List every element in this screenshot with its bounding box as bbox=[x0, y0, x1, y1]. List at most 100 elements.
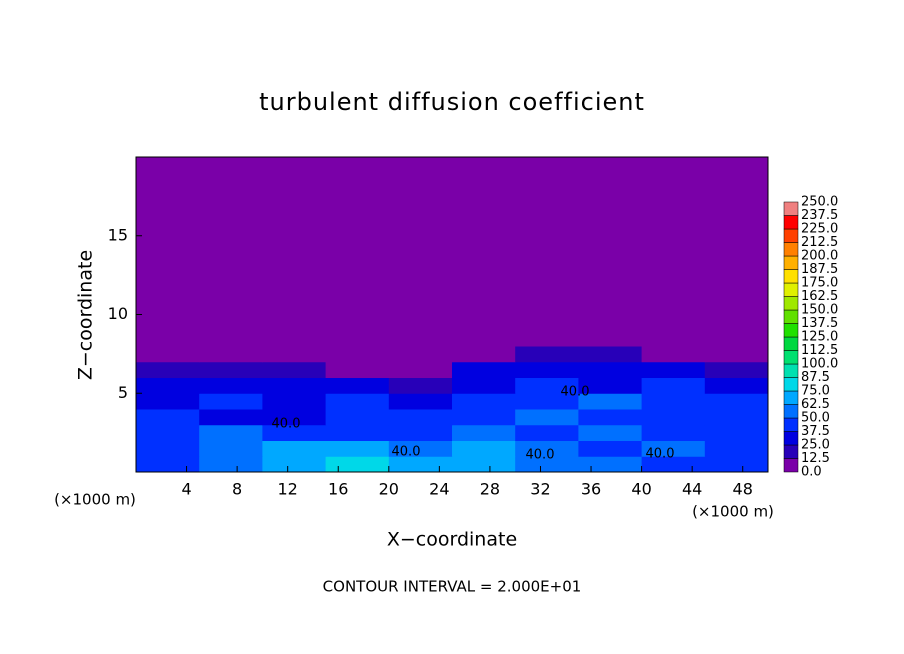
colorbar-band bbox=[783, 296, 799, 311]
colorbar-label: 237.5 bbox=[801, 208, 838, 223]
cell bbox=[388, 393, 453, 410]
cell bbox=[704, 440, 769, 457]
colorbar-band bbox=[783, 282, 799, 297]
cell bbox=[199, 377, 263, 394]
y-unit: (×1000 m) bbox=[54, 491, 136, 509]
cell bbox=[199, 361, 263, 378]
cell bbox=[515, 361, 579, 378]
colorbar-band bbox=[783, 431, 799, 446]
colorbar-band bbox=[783, 444, 799, 459]
colorbar-label: 175.0 bbox=[801, 276, 838, 291]
colorbar-label: 212.5 bbox=[801, 235, 838, 250]
cell bbox=[452, 456, 516, 473]
colorbar-label: 200.0 bbox=[801, 249, 838, 264]
cell bbox=[578, 440, 643, 457]
colorbar-band bbox=[783, 255, 799, 270]
colorbar-label: 250.0 bbox=[801, 195, 838, 210]
colorbar-band bbox=[783, 201, 799, 216]
cell bbox=[641, 393, 706, 410]
colorbar-band bbox=[783, 417, 799, 432]
y-tick-label: 15 bbox=[108, 225, 128, 244]
cell bbox=[388, 361, 453, 378]
cell bbox=[641, 157, 706, 347]
contour-label: 40.0 bbox=[646, 447, 675, 462]
x-tick-label: 12 bbox=[278, 480, 298, 499]
contour-label: 40.0 bbox=[526, 448, 555, 463]
colorbar-label: 150.0 bbox=[801, 303, 838, 318]
cell bbox=[262, 346, 327, 363]
colorbar-label: 137.5 bbox=[801, 316, 838, 331]
cell bbox=[388, 377, 453, 394]
colorbar-label: 112.5 bbox=[801, 343, 838, 358]
footer: CONTOUR INTERVAL = 2.000E+01 bbox=[323, 578, 582, 596]
x-tick-label: 8 bbox=[232, 480, 242, 499]
cell bbox=[452, 440, 516, 457]
cell bbox=[262, 409, 327, 426]
cell bbox=[704, 409, 769, 426]
cell bbox=[641, 409, 706, 426]
cell bbox=[136, 456, 200, 473]
cell bbox=[136, 361, 200, 378]
x-tick-label: 28 bbox=[480, 480, 500, 499]
colorbar-band bbox=[783, 228, 799, 243]
cell bbox=[388, 157, 453, 347]
cell bbox=[704, 346, 769, 363]
cell bbox=[388, 409, 453, 426]
colorbar-label: 50.0 bbox=[801, 411, 830, 426]
cell bbox=[578, 377, 643, 394]
cell bbox=[452, 346, 516, 363]
x-tick-label: 48 bbox=[733, 480, 753, 499]
cell bbox=[452, 361, 516, 378]
cell bbox=[578, 361, 643, 378]
cell bbox=[388, 440, 453, 457]
x-tick-label: 36 bbox=[581, 480, 601, 499]
cell bbox=[325, 409, 390, 426]
cell bbox=[515, 393, 579, 410]
cell bbox=[515, 377, 579, 394]
x-tick-label: 16 bbox=[328, 480, 348, 499]
colorbar-label: 0.0 bbox=[801, 465, 822, 480]
colorbar-band bbox=[783, 377, 799, 392]
cell bbox=[704, 424, 769, 441]
y-tick-label: 10 bbox=[108, 304, 128, 323]
cell bbox=[262, 424, 327, 441]
y-axis-label: Z−coordinate bbox=[75, 250, 97, 380]
cell bbox=[262, 361, 327, 378]
cell bbox=[388, 424, 453, 441]
colorbar-band bbox=[783, 242, 799, 257]
cell bbox=[262, 456, 327, 473]
x-axis-label: X−coordinate bbox=[387, 529, 517, 551]
cell bbox=[325, 456, 390, 473]
cell bbox=[704, 377, 769, 394]
cell bbox=[136, 157, 200, 347]
cell bbox=[641, 346, 706, 363]
cell bbox=[704, 157, 769, 347]
colorbar-band bbox=[783, 215, 799, 230]
cell bbox=[452, 409, 516, 426]
cell bbox=[388, 346, 453, 363]
colorbar-label: 125.0 bbox=[801, 330, 838, 345]
cell bbox=[325, 424, 390, 441]
cell bbox=[578, 409, 643, 426]
cell bbox=[452, 393, 516, 410]
colorbar-label: 187.5 bbox=[801, 262, 838, 277]
cell bbox=[199, 157, 263, 347]
cell bbox=[641, 456, 706, 473]
colorbar-label: 12.5 bbox=[801, 451, 830, 466]
cell bbox=[199, 456, 263, 473]
contour-label: 40.0 bbox=[392, 445, 421, 460]
colorbar-label: 37.5 bbox=[801, 424, 830, 439]
cell bbox=[452, 377, 516, 394]
colorbar-band bbox=[783, 309, 799, 324]
cell bbox=[578, 456, 643, 473]
colorbar-label: 25.0 bbox=[801, 438, 830, 453]
y-tick-label: 5 bbox=[118, 383, 128, 402]
colorbar-band bbox=[783, 350, 799, 365]
colorbar-band bbox=[783, 336, 799, 351]
colorbar-band bbox=[783, 458, 799, 473]
cell bbox=[262, 157, 327, 347]
cell bbox=[641, 361, 706, 378]
cell bbox=[325, 157, 390, 347]
x-tick-label: 20 bbox=[379, 480, 399, 499]
